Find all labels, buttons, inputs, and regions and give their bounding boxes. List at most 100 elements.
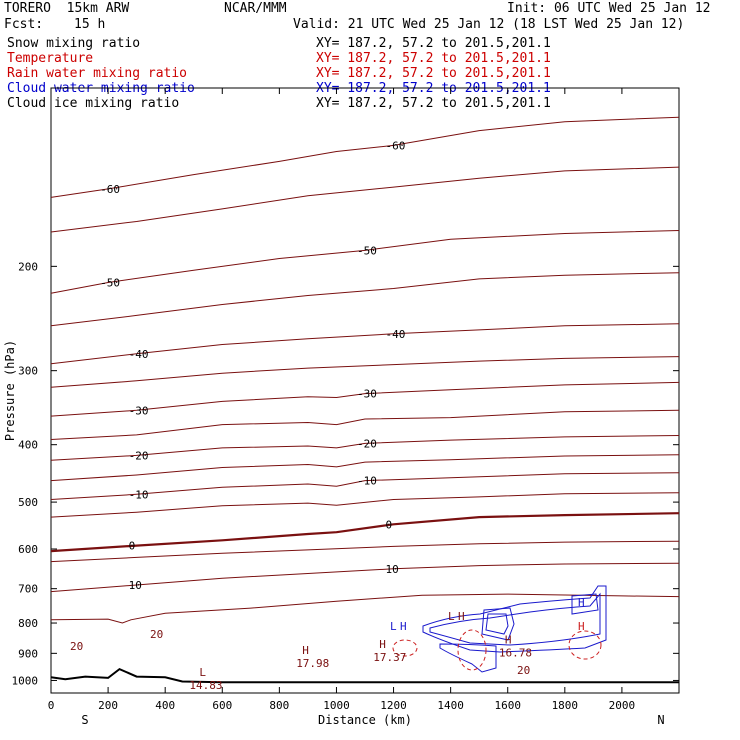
y-tick-label: 400 bbox=[18, 439, 38, 452]
cloud-low-marker: L bbox=[390, 620, 397, 633]
y-tick-label: 300 bbox=[18, 365, 38, 378]
low-marker: L bbox=[199, 666, 206, 679]
y-tick-label: 1000 bbox=[12, 674, 39, 687]
rain-high-marker: H bbox=[458, 610, 465, 623]
contour-label: -20 bbox=[357, 437, 377, 450]
temperature-contour bbox=[50, 562, 680, 593]
y-tick-label: 200 bbox=[18, 260, 38, 273]
cloud-water-contour bbox=[429, 592, 601, 646]
contour-label: 10 bbox=[386, 563, 399, 576]
high-marker: H bbox=[302, 644, 309, 657]
temperature-contour bbox=[50, 593, 680, 624]
y-axis-label: Pressure (hPa) bbox=[3, 340, 17, 441]
contour-label: -20 bbox=[129, 449, 149, 462]
rain-water-contours bbox=[392, 629, 602, 671]
cloud-high-marker: H bbox=[400, 620, 407, 633]
contour-label: -40 bbox=[129, 348, 149, 361]
x-tick-label: 1200 bbox=[380, 699, 407, 712]
temperature-contour bbox=[50, 435, 680, 461]
legend-xy: XY= 187.2, 57.2 to 201.5,201.1 bbox=[316, 96, 551, 111]
temperature-contour bbox=[50, 323, 680, 365]
x-tick-label: 1400 bbox=[437, 699, 464, 712]
high-marker: H bbox=[505, 633, 512, 646]
temperature-contour bbox=[50, 540, 680, 563]
terrain-line bbox=[50, 667, 679, 684]
legend-label: Temperature bbox=[7, 51, 94, 66]
rain-water-contour bbox=[568, 630, 602, 660]
x-end-label-right: N bbox=[657, 713, 664, 727]
temperature-contour bbox=[50, 454, 680, 482]
temperature-contour bbox=[50, 356, 680, 388]
cloud-water-contour bbox=[439, 643, 497, 673]
rain-high-marker: H bbox=[578, 620, 585, 633]
high-value: 17.98 bbox=[296, 657, 329, 670]
x-tick-label: 600 bbox=[212, 699, 232, 712]
x-tick-label: 1600 bbox=[494, 699, 521, 712]
contour-label: 0 bbox=[386, 518, 393, 531]
temperature-contour bbox=[50, 472, 680, 500]
high-value: 17.37 bbox=[373, 651, 406, 664]
contour-label: -50 bbox=[357, 244, 377, 257]
contour-label: 0 bbox=[129, 540, 136, 553]
model-title: TORERO 15km ARW bbox=[4, 1, 130, 16]
x-tick-label: 400 bbox=[155, 699, 175, 712]
cloud-water-contour bbox=[571, 593, 599, 615]
x-tick-label: 800 bbox=[269, 699, 289, 712]
y-tick-label: 900 bbox=[18, 647, 38, 660]
contour-label: -30 bbox=[129, 404, 149, 417]
contour-label-20: 20 bbox=[70, 640, 83, 653]
high-marker: H bbox=[379, 638, 386, 651]
contour-label-20: 20 bbox=[150, 628, 163, 641]
contour-label: -50 bbox=[100, 277, 120, 290]
low-value: 14.83 bbox=[189, 679, 222, 692]
x-axis-label: Distance (km) bbox=[318, 713, 412, 727]
legend-xy: XY= 187.2, 57.2 to 201.5,201.1 bbox=[316, 51, 551, 66]
plot-frame bbox=[50, 87, 680, 694]
contour-label: -30 bbox=[357, 388, 377, 401]
contour-label: 10 bbox=[129, 579, 142, 592]
forecast-label: Fcst: bbox=[4, 17, 44, 32]
y-tick-label: 600 bbox=[18, 543, 38, 556]
temperature-contours: -60 -60 -50 -50 -40 -40 -30 -30 -20 -20 -10 -10 0 0 10… bbox=[50, 116, 680, 624]
y-tick-label: 500 bbox=[18, 496, 38, 509]
forecast-hour: 15 h bbox=[74, 17, 106, 32]
x-tick-label: 0 bbox=[48, 699, 55, 712]
temperature-contour bbox=[50, 409, 680, 440]
temperature-contour bbox=[50, 381, 680, 417]
temperature-contour bbox=[50, 512, 680, 553]
axes: 0 200 400 600 800 1000 1200 1400 1600 1800 2000200… bbox=[3, 88, 679, 727]
contour-label: -10 bbox=[129, 488, 149, 501]
temperature-contour bbox=[50, 492, 680, 518]
rain-water-contour bbox=[457, 629, 487, 671]
contour-label-20: 20 bbox=[517, 664, 530, 677]
cloud-water-contour bbox=[481, 607, 515, 641]
legend-label: Rain water mixing ratio bbox=[7, 66, 188, 81]
init-time: Init: 06 UTC Wed 25 Jan 12 bbox=[507, 1, 711, 16]
legend-label: Snow mixing ratio bbox=[7, 36, 141, 51]
temperature-contour bbox=[50, 116, 680, 198]
contour-label: -10 bbox=[357, 475, 377, 488]
cloud-water-contour bbox=[485, 613, 509, 635]
legend-label: Cloud ice mixing ratio bbox=[7, 96, 180, 111]
x-tick-label: 1000 bbox=[323, 699, 350, 712]
cloud-high-marker: H bbox=[578, 596, 585, 609]
x-end-label-left: S bbox=[81, 713, 88, 727]
legend-xy: XY= 187.2, 57.2 to 201.5,201.1 bbox=[316, 66, 551, 81]
x-tick-label: 1800 bbox=[552, 699, 579, 712]
y-tick-label: 700 bbox=[18, 583, 38, 596]
contour-label: -60 bbox=[386, 139, 406, 152]
temperature-contour bbox=[50, 166, 680, 233]
contour-label: -40 bbox=[386, 328, 406, 341]
temperature-contour bbox=[50, 230, 680, 294]
high-value: 16.78 bbox=[499, 646, 532, 659]
cloud-extrema-labels: L H L H H H 20 20 20 bbox=[70, 596, 585, 677]
center-label: NCAR/MMM bbox=[224, 1, 287, 16]
rain-water-contour bbox=[392, 639, 418, 657]
rain-low-marker: L bbox=[448, 610, 455, 623]
x-tick-label: 200 bbox=[98, 699, 118, 712]
y-tick-label: 800 bbox=[18, 617, 38, 630]
contour-label: -60 bbox=[100, 183, 120, 196]
temperature-contour bbox=[50, 272, 680, 327]
x-tick-label: 2000 bbox=[609, 699, 636, 712]
